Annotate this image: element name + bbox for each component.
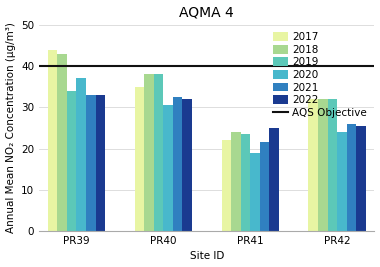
Y-axis label: Annual Mean NO₂ Concentration (µg/m³): Annual Mean NO₂ Concentration (µg/m³) <box>6 22 16 233</box>
Bar <box>76 78 86 231</box>
Bar <box>95 95 105 231</box>
Bar <box>309 99 318 231</box>
X-axis label: Site ID: Site ID <box>190 252 224 261</box>
Bar <box>135 87 144 231</box>
Bar <box>347 124 356 231</box>
Bar <box>57 54 67 231</box>
Bar <box>222 140 231 231</box>
Bar <box>86 95 95 231</box>
Bar <box>48 50 57 231</box>
Bar <box>231 132 241 231</box>
Bar <box>173 97 182 231</box>
Bar <box>144 74 154 231</box>
Bar <box>154 74 163 231</box>
Bar <box>318 99 328 231</box>
Legend: 2017, 2018, 2019, 2020, 2021, 2022, AQS Objective: 2017, 2018, 2019, 2020, 2021, 2022, AQS … <box>271 30 369 120</box>
Bar <box>269 128 279 231</box>
Bar <box>182 99 192 231</box>
Bar <box>67 91 76 231</box>
Bar <box>250 153 260 231</box>
Bar <box>328 99 337 231</box>
Bar <box>260 142 269 231</box>
Bar <box>337 132 347 231</box>
Bar <box>356 126 366 231</box>
Title: AQMA 4: AQMA 4 <box>179 6 234 19</box>
Bar <box>241 134 250 231</box>
Bar <box>163 105 173 231</box>
